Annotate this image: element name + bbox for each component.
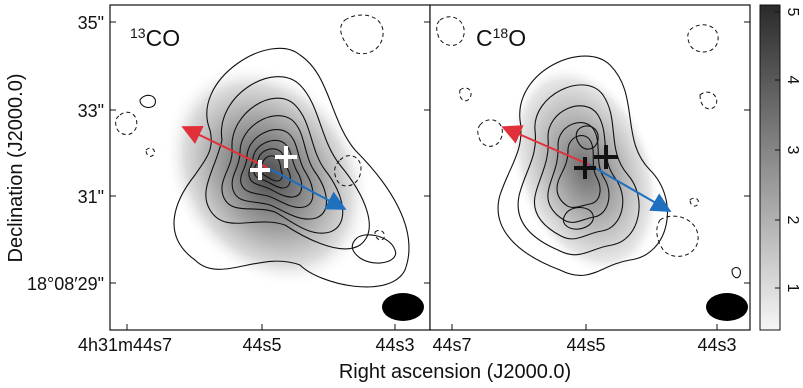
contours-c18o — [497, 55, 741, 279]
red-lobe-arrow-2 — [501, 125, 591, 166]
x-tick-label-p2-2: 44s3 — [697, 335, 736, 355]
panel-c18o — [430, 5, 750, 330]
source-markers-c18o — [574, 145, 618, 179]
y-tick-label-1: 33" — [78, 101, 104, 121]
y-tick-label-2: 31" — [78, 187, 104, 207]
colorbar-tick-4: 1 — [784, 284, 801, 293]
x-axis-label: Right ascension (J2000.0) — [339, 361, 571, 383]
red-lobe-arrow — [181, 125, 269, 169]
y-tick-label-3: 18°08′29" — [27, 274, 104, 294]
blue-lobe-arrow-2 — [589, 164, 672, 212]
y-axis-label: Declination (J2000.0) — [5, 74, 27, 263]
dashed-contours-13co — [115, 14, 385, 241]
x-tick-label-p2-0: 44s7 — [432, 335, 471, 355]
x-tick-label-p1-0: 4h31m44s7 — [78, 335, 172, 355]
dashed-contours-c18o — [436, 16, 719, 257]
x-tick-label-p2-1: 44s5 — [566, 335, 605, 355]
x-tick-label-p1-2: 44s3 — [375, 335, 414, 355]
colorbar-tick-0: 5 — [784, 8, 801, 17]
panel-13co — [110, 5, 430, 330]
panel-label-13co: 13CO — [130, 25, 180, 51]
source-markers-13co — [250, 146, 297, 180]
beam-c18o — [706, 293, 748, 321]
panel-label-c18o: C18O — [476, 25, 526, 51]
emission-map-13co — [164, 62, 372, 288]
colorbar-tick-1: 4 — [784, 76, 801, 85]
x-tick-label-p1-1: 44s5 — [242, 335, 281, 355]
blue-lobe-arrow — [267, 167, 347, 210]
x-ticks — [126, 324, 718, 330]
colorbar-tick-3: 2 — [784, 216, 801, 225]
y-ticks — [110, 21, 750, 284]
colorbar-ticks — [775, 11, 780, 289]
beam-13co — [382, 293, 424, 321]
colorbar-tick-2: 3 — [784, 146, 801, 155]
colorbar — [759, 4, 781, 331]
y-tick-label-0: 35" — [78, 13, 104, 33]
